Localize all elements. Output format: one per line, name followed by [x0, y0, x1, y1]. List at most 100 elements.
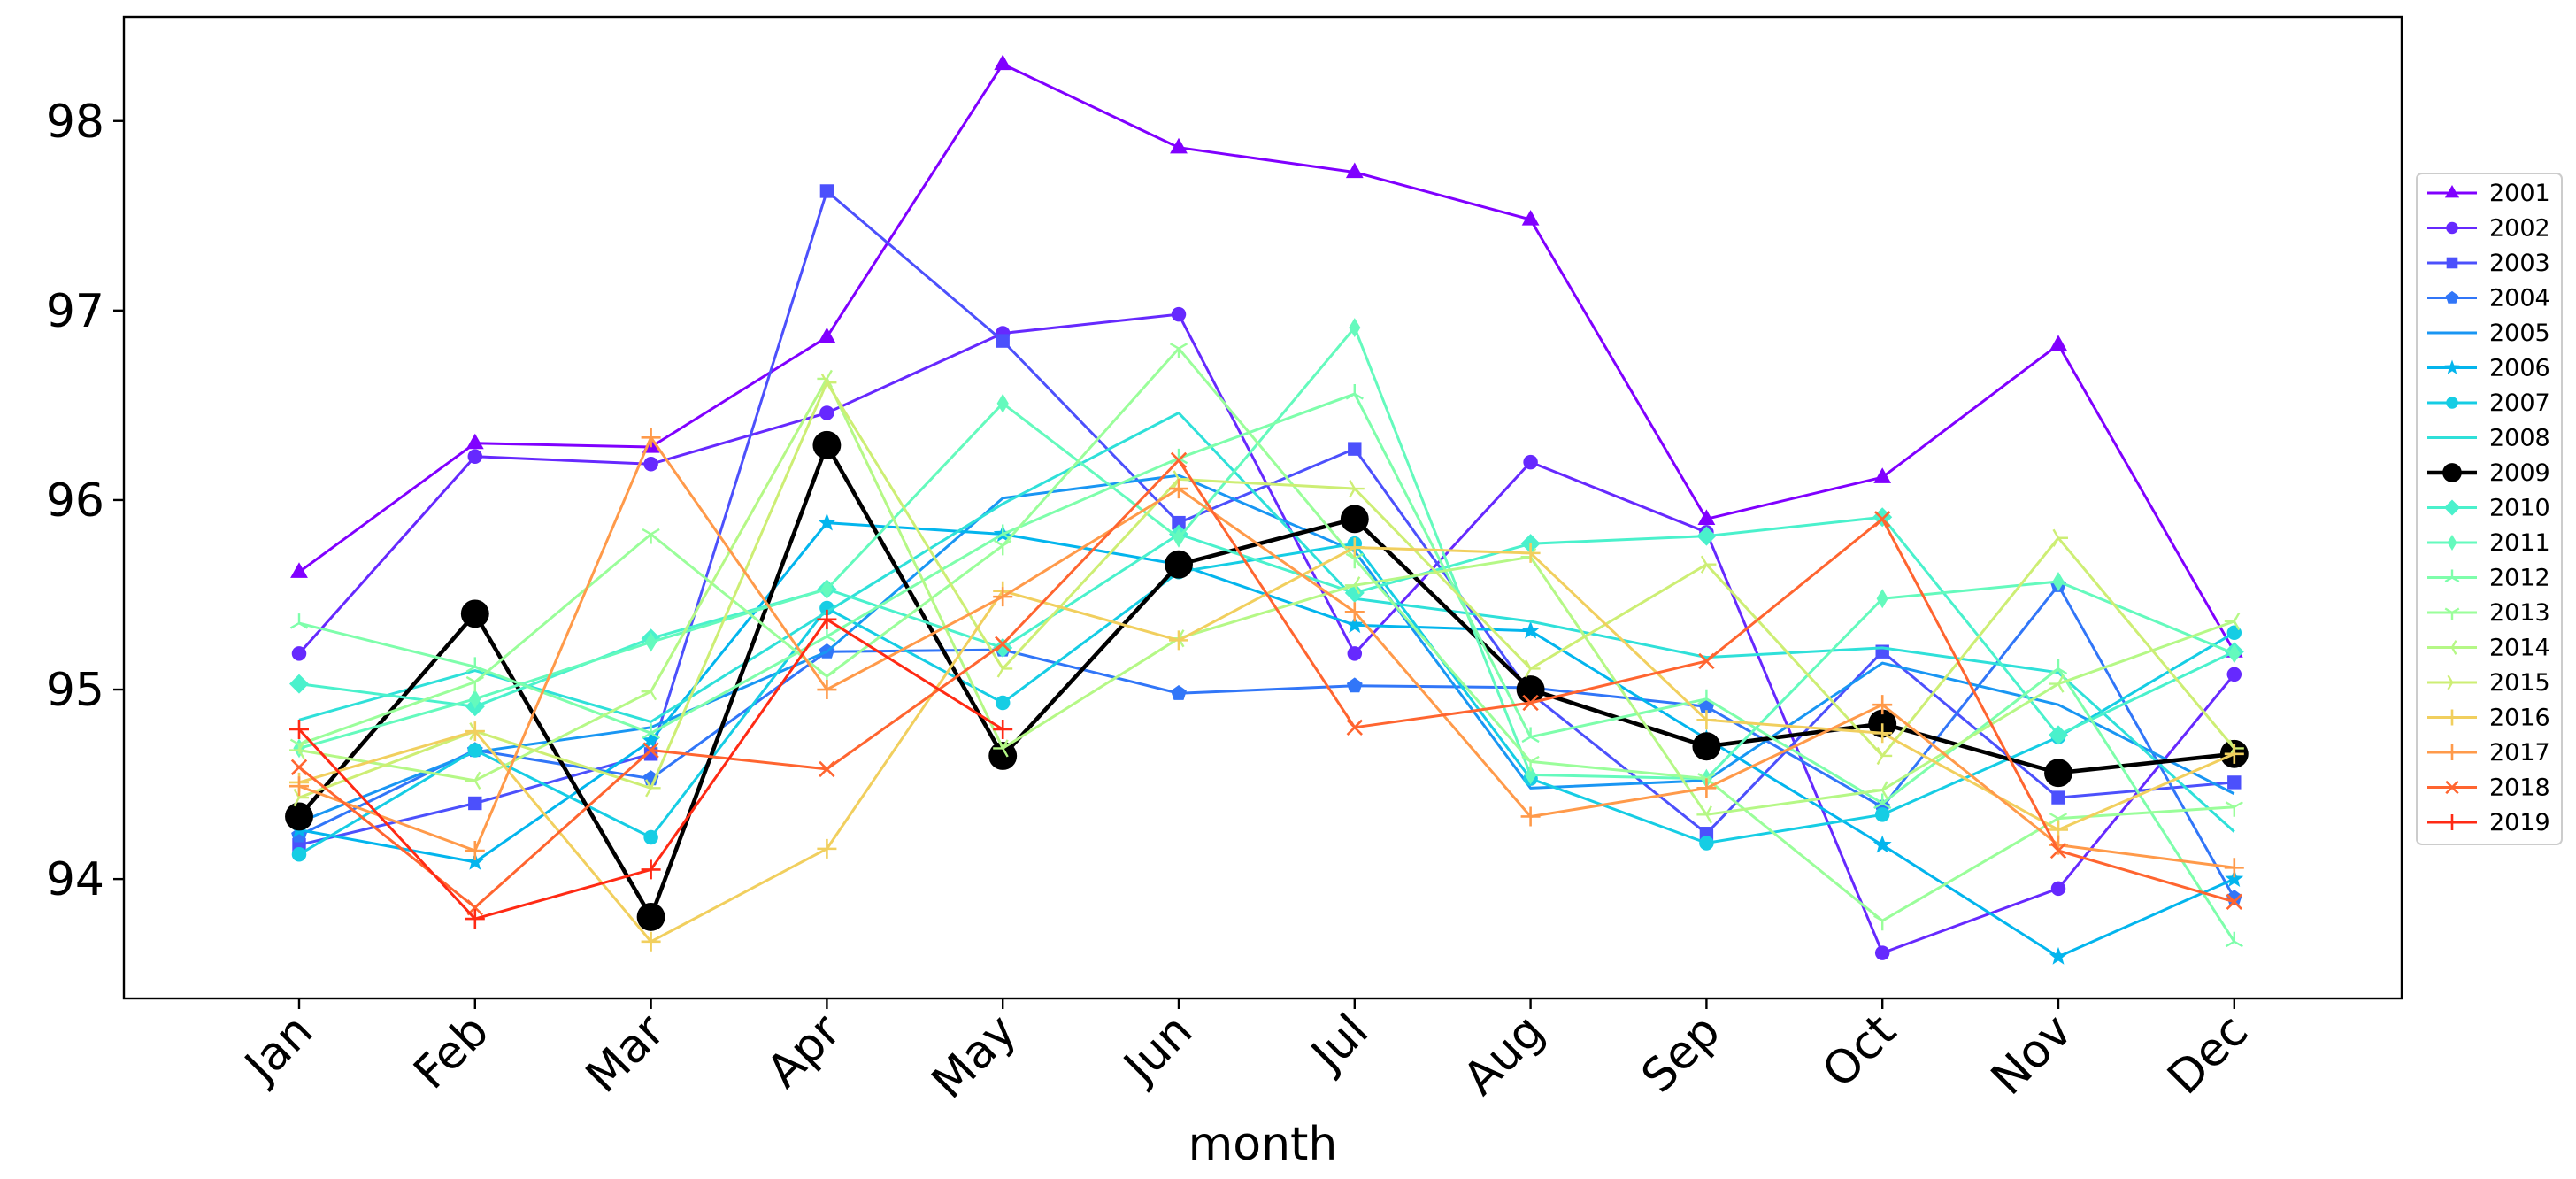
- data-point-2012-Dec: [2225, 931, 2243, 948]
- series-line-2005: [298, 474, 2235, 824]
- data-point-2006-Feb: [465, 852, 485, 870]
- legend-marker: [2445, 780, 2459, 795]
- plot-frame: [122, 15, 2403, 1000]
- data-point-2001-Sep: [1697, 509, 1716, 525]
- data-point-2012-Jul: [1345, 384, 1364, 400]
- data-point-2012-Nov: [2049, 659, 2068, 675]
- series-layer: [285, 54, 2249, 965]
- data-point-2017-Jan: [289, 776, 309, 797]
- data-point-2003-Nov: [2051, 790, 2065, 805]
- data-point-2010-Jan: [289, 674, 309, 694]
- series-line-2012: [298, 392, 2236, 943]
- legend-marker: [2444, 185, 2460, 198]
- data-point-2007-Dec: [2226, 625, 2242, 641]
- data-point-2001-Jan: [290, 562, 308, 578]
- data-point-2003-May: [996, 334, 1010, 348]
- data-point-2012-Aug: [1521, 727, 1540, 744]
- legend-item-2019: 2019: [2427, 809, 2550, 836]
- data-point-2001-Jun: [1170, 137, 1188, 154]
- y-tick-label: 97: [46, 285, 104, 338]
- legend-item-2013: 2013: [2427, 599, 2550, 627]
- data-point-2017-Apr: [817, 680, 837, 700]
- data-point-2006-Aug: [1521, 620, 1541, 639]
- data-point-2018-Nov: [2049, 842, 2067, 859]
- data-point-2003-Dec: [2227, 775, 2242, 790]
- legend-label: 2004: [2489, 285, 2550, 312]
- data-point-2015-Jul: [1349, 479, 1365, 498]
- legend-item-2001: 2001: [2427, 180, 2550, 207]
- legend-item-2003: 2003: [2427, 250, 2550, 277]
- data-point-2017-Jun: [1169, 479, 1188, 499]
- legend-label: 2018: [2489, 774, 2550, 802]
- series-2004: [291, 576, 2242, 905]
- y-tick-label: 94: [46, 853, 104, 906]
- legend-item-2009: 2009: [2427, 459, 2550, 487]
- data-point-2014-Jul: [1344, 576, 1361, 595]
- data-point-2016-Apr: [817, 838, 837, 859]
- legend-label: 2002: [2489, 215, 2550, 243]
- data-point-2019-Feb: [465, 909, 485, 929]
- series-line-2015: [298, 381, 2235, 799]
- data-point-2011-Oct: [1876, 589, 1888, 609]
- x-axis-label: month: [1188, 1118, 1338, 1171]
- data-point-2015-May: [996, 659, 1013, 678]
- data-point-2019-Mar: [641, 859, 661, 880]
- legend-item-2006: 2006: [2427, 355, 2550, 382]
- data-point-2018-Jun: [1170, 451, 1188, 469]
- data-point-2002-Jun: [1171, 306, 1187, 322]
- legend-label: 2014: [2489, 635, 2550, 662]
- data-point-2013-Feb: [465, 675, 484, 692]
- legend-marker: [2444, 814, 2460, 830]
- data-point-2016-Dec: [2224, 744, 2244, 764]
- series-2019: [289, 609, 1013, 929]
- data-point-2010-May: [993, 637, 1013, 658]
- data-point-2012-Feb: [465, 657, 484, 673]
- data-point-2007-Apr: [819, 600, 834, 616]
- series-line-2004: [298, 583, 2236, 899]
- data-point-2006-Apr: [817, 512, 836, 531]
- series-2017: [289, 428, 2244, 878]
- series-line-2010: [298, 515, 2235, 736]
- legend-label: 2017: [2489, 739, 2550, 767]
- data-point-2015-Jan: [293, 788, 309, 807]
- data-point-2004-Jul: [1346, 677, 1363, 693]
- series-line-2009: [297, 443, 2235, 920]
- data-point-2002-Aug: [1523, 454, 1538, 470]
- data-point-2014-Nov: [2049, 674, 2065, 693]
- legend-label: 2003: [2489, 250, 2550, 277]
- data-point-2003-Jun: [1172, 515, 1186, 530]
- data-point-2010-Sep: [1696, 526, 1717, 546]
- y-tick-label: 96: [46, 474, 104, 528]
- data-point-2002-Dec: [2226, 667, 2242, 682]
- data-point-2017-Dec: [2224, 858, 2244, 878]
- data-point-2014-Sep: [1696, 805, 1712, 824]
- legend-marker: [2444, 709, 2460, 726]
- data-point-2013-Jul: [1345, 552, 1364, 569]
- data-point-2016-Jun: [1169, 630, 1188, 651]
- legend-label: 2008: [2489, 425, 2550, 452]
- data-point-2011-May: [996, 393, 1009, 413]
- legend-item-2014: 2014: [2427, 635, 2550, 662]
- data-point-2009-Jan: [285, 802, 313, 831]
- legend-marker: [2444, 359, 2460, 374]
- data-point-2017-Mar: [641, 428, 661, 448]
- legend: 2001 2002 2003 2004 2005 2006 2007 2008 2009 2010…: [2416, 173, 2563, 845]
- data-point-2014-Dec: [2224, 612, 2241, 631]
- data-point-2018-Dec: [2226, 893, 2242, 910]
- series-2013: [289, 343, 2243, 931]
- data-point-2003-Apr: [819, 184, 834, 198]
- series-2001: [290, 54, 2243, 658]
- data-point-2006-Mar: [642, 730, 661, 749]
- data-point-2017-May: [993, 587, 1013, 607]
- data-point-2011-Jun: [1173, 528, 1185, 548]
- series-2005: [298, 474, 2235, 824]
- data-point-2002-Mar: [643, 457, 658, 472]
- legend-marker: [2444, 640, 2457, 655]
- data-point-2016-Mar: [641, 931, 661, 952]
- data-point-2007-Jan: [291, 847, 307, 862]
- series-2015: [293, 374, 2244, 807]
- legend-marker: [2447, 535, 2457, 551]
- data-point-2011-Apr: [820, 579, 833, 599]
- series-line-2011: [298, 326, 2235, 781]
- legend-item-2018: 2018: [2427, 774, 2550, 802]
